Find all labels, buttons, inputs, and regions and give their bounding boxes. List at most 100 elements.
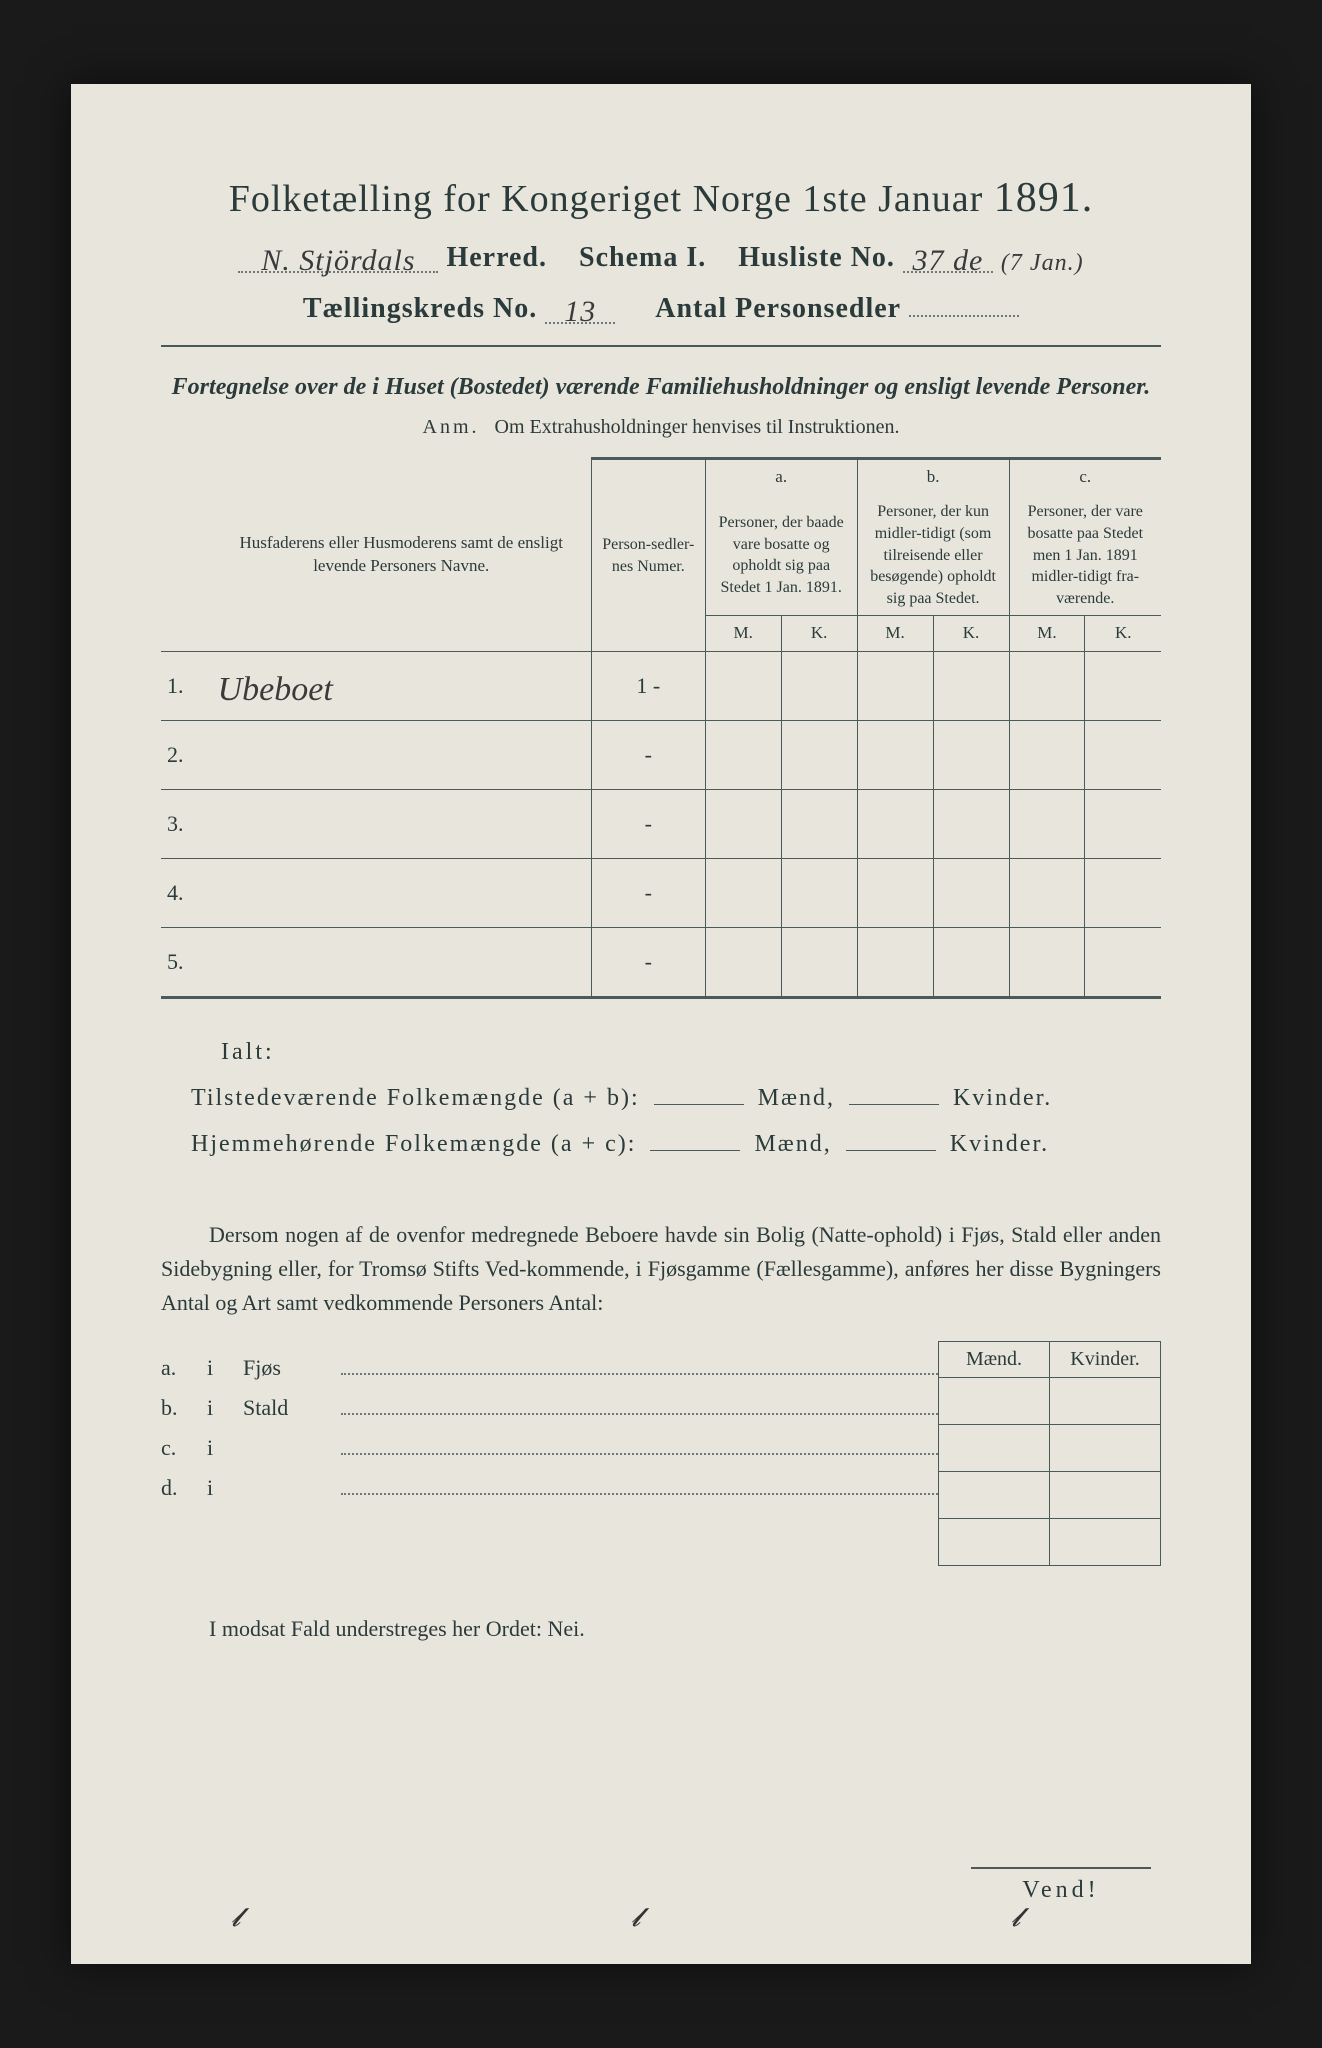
side-letter: b. <box>161 1395 189 1421</box>
side-i: i <box>207 1475 225 1501</box>
row-number: 3. <box>161 790 212 859</box>
sum2-maend: Mænd, <box>754 1131 831 1157</box>
side-dots <box>341 1391 938 1415</box>
row-number: 4. <box>161 859 212 928</box>
title-main: Folketælling for Kongeriget Norge 1ste J… <box>229 178 984 220</box>
anm-label: Anm. <box>423 416 480 438</box>
title-year: 1891. <box>994 175 1094 221</box>
herred-label: Herred. <box>446 242 547 274</box>
antal-field <box>909 284 1019 317</box>
row-ps: - <box>591 721 705 790</box>
table-row: 2. - <box>161 721 1161 790</box>
col-b-top: b. <box>857 459 1009 495</box>
vend-label: Vend! <box>971 1867 1151 1904</box>
kreds-value: 13 <box>564 295 596 328</box>
sum-line-1: Tilstedeværende Folkemængde (a + b): Mæn… <box>191 1080 1161 1112</box>
sum1-label: Tilstedeværende Folkemængde (a + b): <box>191 1085 640 1111</box>
husliste-note: (7 Jan.) <box>1001 250 1084 277</box>
tick-mark: 𝓵 <box>1011 1903 1021 1934</box>
document-paper: Folketælling for Kongeriget Norge 1ste J… <box>71 84 1251 1964</box>
col-c-top: c. <box>1009 459 1161 495</box>
page-background: Folketælling for Kongeriget Norge 1ste J… <box>0 0 1322 2048</box>
footnote-line: Anm. Om Extrahusholdninger henvises til … <box>161 416 1161 439</box>
row-name <box>212 790 592 859</box>
schema-label: Schema I. <box>579 242 706 274</box>
husliste-field: 37 de <box>903 240 993 273</box>
side-i: i <box>207 1435 225 1461</box>
side-i: i <box>207 1355 225 1381</box>
side-left: a. i Fjøs b. i Stald c. i <box>161 1341 938 1511</box>
side-row: b. i Stald <box>161 1391 938 1421</box>
side-row: d. i <box>161 1471 938 1501</box>
sum1-maend: Mænd, <box>758 1085 835 1111</box>
side-dots <box>341 1471 938 1495</box>
meta-line-2: Tællingskreds No. 13 Antal Personsedler <box>161 284 1161 325</box>
side-row: c. i <box>161 1431 938 1461</box>
row-ps: 1 - <box>591 652 705 721</box>
ialt-label: Ialt: <box>221 1039 1161 1066</box>
census-table: Husfaderens eller Husmoderens samt de en… <box>161 457 1161 999</box>
sum2-k-slot <box>846 1126 936 1151</box>
sum2-label: Hjemmehørende Folkemængde (a + c): <box>191 1131 636 1157</box>
col-b-k: K. <box>933 616 1009 652</box>
side-letter: c. <box>161 1435 189 1461</box>
document-title: Folketælling for Kongeriget Norge 1ste J… <box>161 174 1161 222</box>
row-ps: - <box>591 790 705 859</box>
row-number: 2. <box>161 721 212 790</box>
table-row: 4. - <box>161 859 1161 928</box>
col-c-m: M. <box>1009 616 1085 652</box>
row-name <box>212 721 592 790</box>
col-a-m: M. <box>705 616 781 652</box>
side-label: Fjøs <box>243 1355 323 1381</box>
col-a-header: Personer, der baade vare bosatte og opho… <box>705 495 857 615</box>
paragraph: Dersom nogen af de ovenfor medregnede Be… <box>161 1218 1161 1320</box>
col-c-k: K. <box>1085 616 1161 652</box>
side-mk-table: Mænd. Kvinder. <box>938 1341 1161 1566</box>
col-c-header: Personer, der vare bosatte paa Stedet me… <box>1009 495 1161 615</box>
kreds-field: 13 <box>545 291 615 324</box>
side-dots <box>341 1431 938 1455</box>
sum1-k-slot <box>849 1080 939 1105</box>
anm-text: Om Extrahusholdninger henvises til Instr… <box>495 416 900 438</box>
row-name: Ubeboet <box>218 671 333 708</box>
side-row: a. i Fjøs <box>161 1351 938 1381</box>
row-name <box>212 859 592 928</box>
sum1-m-slot <box>654 1080 744 1105</box>
side-mk-k: Kvinder. <box>1050 1341 1161 1377</box>
divider-1 <box>161 345 1161 347</box>
tick-mark: 𝓵 <box>231 1903 241 1934</box>
antal-label: Antal Personsedler <box>655 293 901 324</box>
table-row: 3. - <box>161 790 1161 859</box>
col-b-header: Personer, der kun midler-tidigt (som til… <box>857 495 1009 615</box>
table-row: 5. - <box>161 928 1161 998</box>
side-section: a. i Fjøs b. i Stald c. i <box>161 1341 1161 1566</box>
sum2-kvinder: Kvinder. <box>950 1131 1049 1157</box>
row-ps: - <box>591 928 705 998</box>
kreds-label: Tællingskreds No. <box>303 293 537 324</box>
row-number: 1. <box>161 652 212 721</box>
side-letter: d. <box>161 1475 189 1501</box>
sum-line-2: Hjemmehørende Folkemængde (a + c): Mænd,… <box>191 1126 1161 1158</box>
side-mk-m: Mænd. <box>939 1341 1050 1377</box>
herred-field: N. Stjördals <box>238 240 438 273</box>
herred-value: N. Stjördals <box>261 244 415 277</box>
husliste-value: 37 de <box>913 244 984 277</box>
sum1-kvinder: Kvinder. <box>953 1085 1052 1111</box>
col-name-header: Husfaderens eller Husmoderens samt de en… <box>212 459 592 652</box>
meta-line-1: N. Stjördals Herred. Schema I. Husliste … <box>161 240 1161 274</box>
col-ps-header: Person-sedler-nes Numer. <box>591 459 705 652</box>
sum2-m-slot <box>650 1126 740 1151</box>
col-a-k: K. <box>781 616 857 652</box>
side-i: i <box>207 1395 225 1421</box>
side-dots <box>341 1351 938 1375</box>
side-letter: a. <box>161 1355 189 1381</box>
row-name <box>212 928 592 998</box>
col-a-top: a. <box>705 459 857 495</box>
row-number: 5. <box>161 928 212 998</box>
tick-mark: 𝓵 <box>631 1903 641 1934</box>
col-b-m: M. <box>857 616 933 652</box>
intro-text: Fortegnelse over de i Huset (Bostedet) v… <box>161 371 1161 405</box>
table-row: 1. Ubeboet 1 - <box>161 652 1161 721</box>
side-label: Stald <box>243 1395 323 1421</box>
closing-text: I modsat Fald understreges her Ordet: Ne… <box>161 1616 1161 1642</box>
